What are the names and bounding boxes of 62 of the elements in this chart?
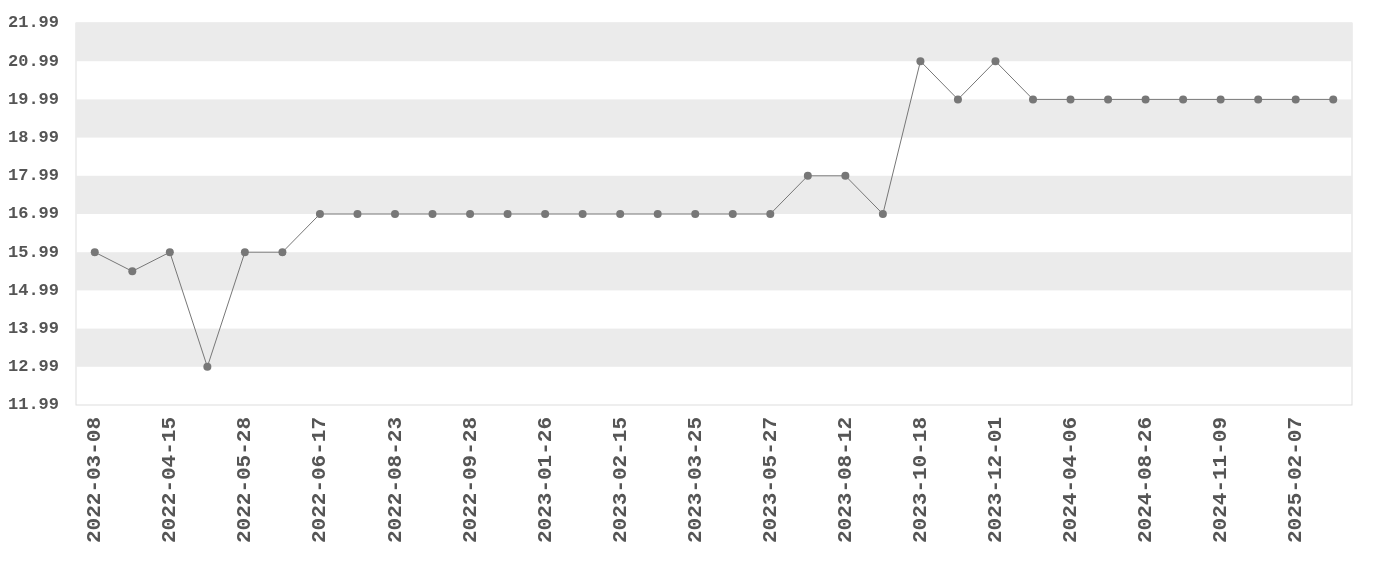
point <box>541 210 550 218</box>
point <box>503 210 512 218</box>
x-tick-label: 2024-08-26 <box>1134 417 1158 544</box>
y-tick-label: 21.99 <box>8 13 60 33</box>
x-tick-label: 2022-05-28 <box>233 417 257 544</box>
x-tick-label: 2023-03-25 <box>683 417 707 544</box>
point <box>240 248 249 257</box>
point <box>578 210 587 218</box>
y-tick-label: 16.99 <box>8 204 60 224</box>
point <box>878 210 887 218</box>
x-tick-label: 2023-02-15 <box>608 417 632 544</box>
point <box>1066 95 1075 104</box>
point <box>128 267 137 276</box>
y-tick-label: 12.99 <box>8 357 60 377</box>
point <box>1029 95 1037 104</box>
point <box>391 210 399 218</box>
point <box>90 248 99 257</box>
point <box>803 171 812 180</box>
y-tick-label: 11.99 <box>8 395 60 415</box>
point <box>1104 95 1113 104</box>
x-tick-label: 2022-09-28 <box>458 417 482 544</box>
y-tick-label: 14.99 <box>8 280 60 300</box>
x-tick-label: 2023-12-01 <box>984 417 1008 544</box>
point <box>428 210 437 218</box>
x-tick-label: 2025-02-07 <box>1284 417 1308 544</box>
point <box>691 210 700 218</box>
point <box>315 210 324 218</box>
point <box>353 210 362 218</box>
point <box>766 210 775 218</box>
point <box>1254 95 1263 104</box>
point <box>278 248 287 257</box>
point <box>728 210 737 218</box>
point <box>991 57 1000 66</box>
point <box>203 362 212 371</box>
x-tick-label: 2022-06-17 <box>308 417 332 544</box>
x-tick-label: 2023-08-12 <box>833 417 857 544</box>
point <box>1216 95 1225 104</box>
x-tick-label: 2023-01-26 <box>533 417 557 544</box>
point <box>1291 95 1300 104</box>
y-tick-label: 19.99 <box>8 89 60 109</box>
x-tick-label: 2024-11-09 <box>1209 417 1233 544</box>
x-tick-label: 2022-08-23 <box>383 417 407 544</box>
x-tick-label: 2022-04-15 <box>158 417 182 544</box>
point <box>1179 95 1188 104</box>
point <box>466 210 475 218</box>
x-tick-label: 2024-04-06 <box>1059 417 1083 544</box>
point <box>165 248 174 257</box>
x-tick-label: 2023-10-18 <box>908 417 932 544</box>
y-tick-label: 13.99 <box>8 319 60 339</box>
point <box>916 57 925 66</box>
y-tick-label: 15.99 <box>8 242 60 262</box>
point <box>616 210 625 218</box>
point <box>1141 95 1150 104</box>
y-tick-label: 17.99 <box>8 166 60 186</box>
point <box>841 171 850 180</box>
x-tick-label: 2022-03-08 <box>83 417 107 544</box>
point <box>653 210 662 218</box>
x-tick-label: 2023-05-27 <box>758 417 782 544</box>
point <box>953 95 962 104</box>
y-tick-label: 18.99 <box>8 128 60 148</box>
point <box>1329 95 1338 104</box>
y-tick-label: 20.99 <box>8 51 60 71</box>
